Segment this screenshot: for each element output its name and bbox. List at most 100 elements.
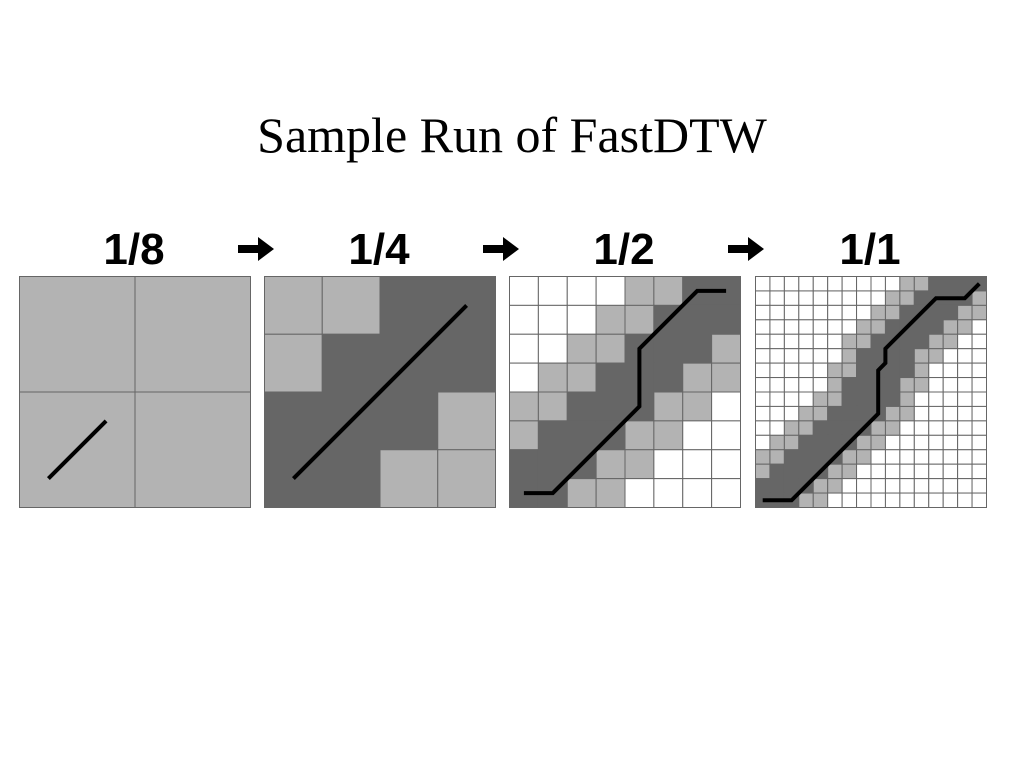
- grid-cell: [870, 333, 886, 350]
- grid-cell: [595, 478, 626, 508]
- grid-cell: [942, 478, 959, 494]
- grid-cell: [509, 391, 539, 422]
- grid-cell: [653, 478, 684, 508]
- grid-cell: [957, 463, 973, 480]
- grid-cell: [711, 478, 741, 508]
- grid-cell: [971, 434, 987, 451]
- grid-cell: [537, 449, 568, 480]
- grid-cell: [913, 333, 930, 350]
- grid-cell: [812, 420, 829, 436]
- grid-cell: [755, 304, 771, 321]
- grid-cell: [884, 420, 901, 436]
- grid-cell: [379, 391, 439, 451]
- grid-cell: [971, 420, 987, 436]
- grid-cell: [957, 420, 973, 436]
- grid-cell: [928, 362, 944, 379]
- grid-cell: [856, 463, 872, 480]
- grid-cell: [971, 377, 987, 393]
- grid-cell: [884, 463, 901, 480]
- grid-cell: [566, 362, 597, 393]
- grid-cell: [957, 492, 973, 508]
- grid-cell: [783, 478, 800, 494]
- grid-cell: [812, 290, 829, 306]
- grid-cell: [942, 449, 959, 465]
- grid-cell: [884, 478, 901, 494]
- grid-cell: [827, 463, 843, 480]
- grid-cell: [798, 449, 814, 465]
- grid-cell: [566, 391, 597, 422]
- grid-cell: [509, 420, 539, 451]
- grid-cell: [856, 434, 872, 451]
- grid-cell: [769, 333, 785, 350]
- grid-cell: [682, 478, 713, 508]
- grid-cell: [856, 478, 872, 494]
- grid-cell: [812, 319, 829, 335]
- panel-label-3: 1/2: [593, 225, 655, 274]
- grid-cell: [783, 304, 800, 321]
- grid-cell: [913, 276, 930, 292]
- grid-cell: [913, 478, 930, 494]
- grid-cell: [755, 377, 771, 393]
- grid-cell: [957, 434, 973, 451]
- grid-cell: [870, 434, 886, 451]
- grid-cell: [942, 420, 959, 436]
- grid-cell: [624, 304, 655, 335]
- grid-cell: [711, 333, 741, 364]
- grid-cell: [624, 276, 655, 306]
- grid-cell: [798, 290, 814, 306]
- grid-cell: [856, 319, 872, 335]
- warp-grid-panel-1-4: [264, 276, 496, 508]
- grid-cell: [624, 449, 655, 480]
- grid-cell: [755, 478, 771, 494]
- grid-cell: [841, 391, 858, 407]
- warp-grid-panel-1-1: [755, 276, 987, 508]
- grid-cell: [755, 333, 771, 350]
- grid-cell: [884, 348, 901, 364]
- grid-cell: [870, 449, 886, 465]
- grid-cell: [783, 276, 800, 292]
- grid-cell: [856, 377, 872, 393]
- grid-cell: [856, 362, 872, 379]
- grid-cell: [913, 362, 930, 379]
- grid-cell: [827, 377, 843, 393]
- grid-cell: [899, 304, 915, 321]
- grid-cell: [783, 377, 800, 393]
- grid-cell: [812, 449, 829, 465]
- grid-cell: [841, 492, 858, 508]
- grid-cell: [971, 463, 987, 480]
- page-title: Sample Run of FastDTW: [257, 107, 767, 163]
- grid-cell: [769, 377, 785, 393]
- grid-cell: [566, 478, 597, 508]
- grid-cell: [624, 478, 655, 508]
- grid-cell: [798, 391, 814, 407]
- grid-cell: [769, 348, 785, 364]
- grid-cell: [711, 449, 741, 480]
- grid-cell: [899, 276, 915, 292]
- grid-cell: [971, 362, 987, 379]
- grid-cell: [928, 304, 944, 321]
- grid-cell: [841, 333, 858, 350]
- grid-cell: [798, 276, 814, 292]
- grid-cell: [884, 290, 901, 306]
- grid-cell: [884, 449, 901, 465]
- grid-cell: [856, 391, 872, 407]
- grid-cell: [870, 478, 886, 494]
- grid-cell: [509, 304, 539, 335]
- grid-cell: [783, 348, 800, 364]
- grid-cell: [812, 276, 829, 292]
- grid-cell: [827, 405, 843, 422]
- grid-cell: [856, 492, 872, 508]
- grid-cell: [856, 348, 872, 364]
- grid-cell: [971, 478, 987, 494]
- grid-cell: [841, 377, 858, 393]
- grid-cell: [899, 492, 915, 508]
- grid-cell: [913, 391, 930, 407]
- grid-cell: [537, 276, 568, 306]
- grid-cell: [755, 420, 771, 436]
- grid-cell: [827, 304, 843, 321]
- grid-cell: [595, 362, 626, 393]
- grid-cell: [928, 478, 944, 494]
- grid-cell: [928, 405, 944, 422]
- grid-cell: [884, 391, 901, 407]
- grid-cell: [928, 319, 944, 335]
